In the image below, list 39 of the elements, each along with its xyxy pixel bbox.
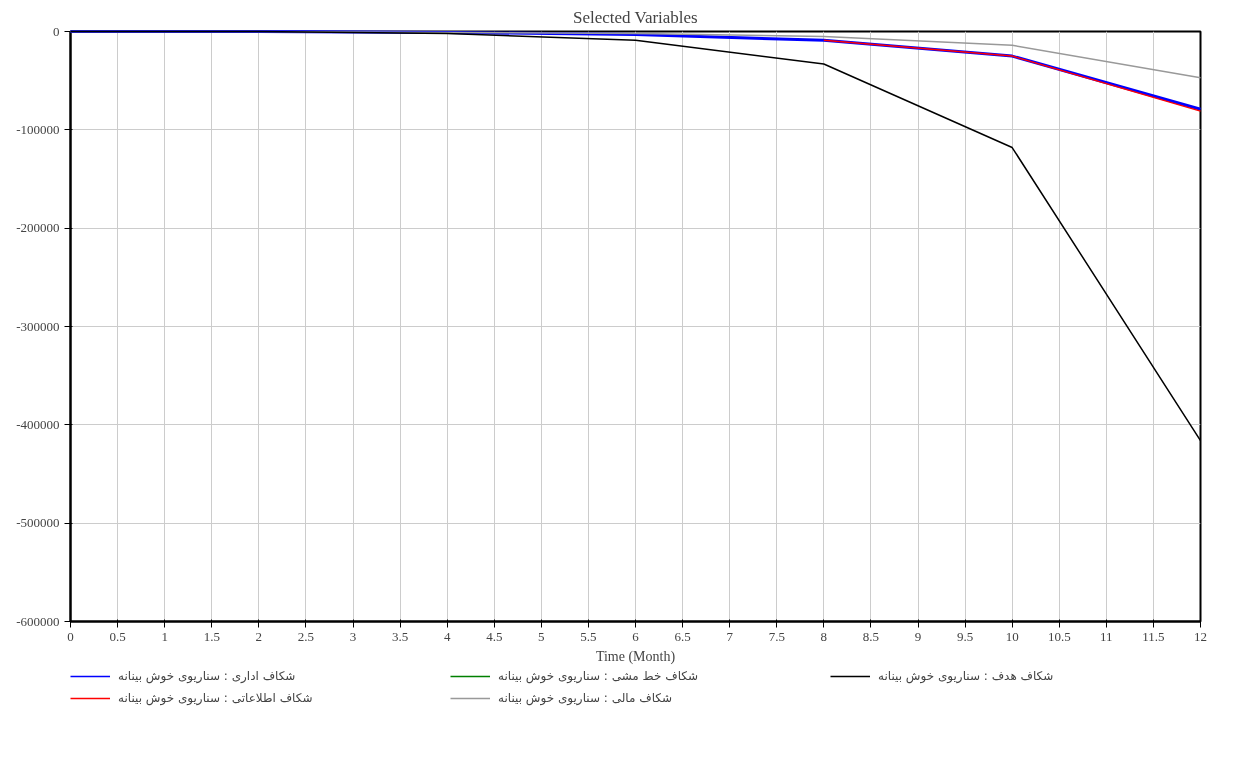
- y-tick-label: -300000: [16, 318, 60, 334]
- x-tick-label: 12: [1194, 628, 1207, 644]
- x-tick-label: 3: [349, 628, 357, 644]
- y-tick-label: -500000: [16, 515, 60, 531]
- x-tick-label: 9.5: [956, 628, 974, 644]
- x-tick-label: 9: [914, 628, 922, 644]
- x-tick-label: 6: [632, 628, 640, 644]
- legend-label: شکاف هدف : سناریوی خوش بینانه: [878, 669, 1055, 683]
- legend-label: شکاف اطلاعاتی : سناریوی خوش بینانه: [118, 691, 314, 705]
- x-axis-title: Time (Month): [595, 648, 676, 665]
- x-tick-label: 5.5: [580, 628, 597, 644]
- x-tick-label: 10.5: [1047, 628, 1071, 644]
- x-tick-label: 1: [161, 628, 168, 644]
- x-tick-label: 4: [443, 628, 451, 644]
- x-tick-label: 4.5: [486, 628, 503, 644]
- x-tick-label: 8.5: [862, 628, 880, 644]
- x-tick-label: 3.5: [391, 628, 409, 644]
- legend-label: شکاف مالی : سناریوی خوش بینانه: [498, 691, 673, 705]
- x-tick-label: 0.5: [109, 628, 126, 644]
- x-tick-label: 1.5: [203, 628, 220, 644]
- x-tick-label: 8: [820, 628, 828, 644]
- legend-label: شکاف اداری : سناریوی خوش بینانه: [118, 669, 297, 683]
- x-tick-label: 0: [67, 628, 74, 644]
- y-tick-label: -100000: [16, 121, 60, 137]
- legend-label: شکاف خط مشی : سناریوی خوش بینانه: [498, 669, 699, 683]
- y-tick-label: -200000: [16, 220, 60, 236]
- x-tick-label: 2.5: [297, 628, 315, 644]
- x-tick-label: 6.5: [674, 628, 691, 644]
- x-tick-label: 7.5: [768, 628, 785, 644]
- x-tick-label: 7: [726, 628, 734, 644]
- chart-title: Selected Variables: [572, 7, 698, 27]
- x-tick-label: 11.5: [1142, 628, 1165, 644]
- y-tick-label: 0: [53, 23, 60, 39]
- y-tick-label: -600000: [16, 613, 60, 629]
- x-tick-label: 10: [1005, 628, 1019, 644]
- x-tick-label: 11: [1100, 628, 1113, 644]
- x-tick-label: 2: [255, 628, 263, 644]
- y-tick-label: -400000: [16, 416, 60, 432]
- x-tick-label: 5: [538, 628, 545, 644]
